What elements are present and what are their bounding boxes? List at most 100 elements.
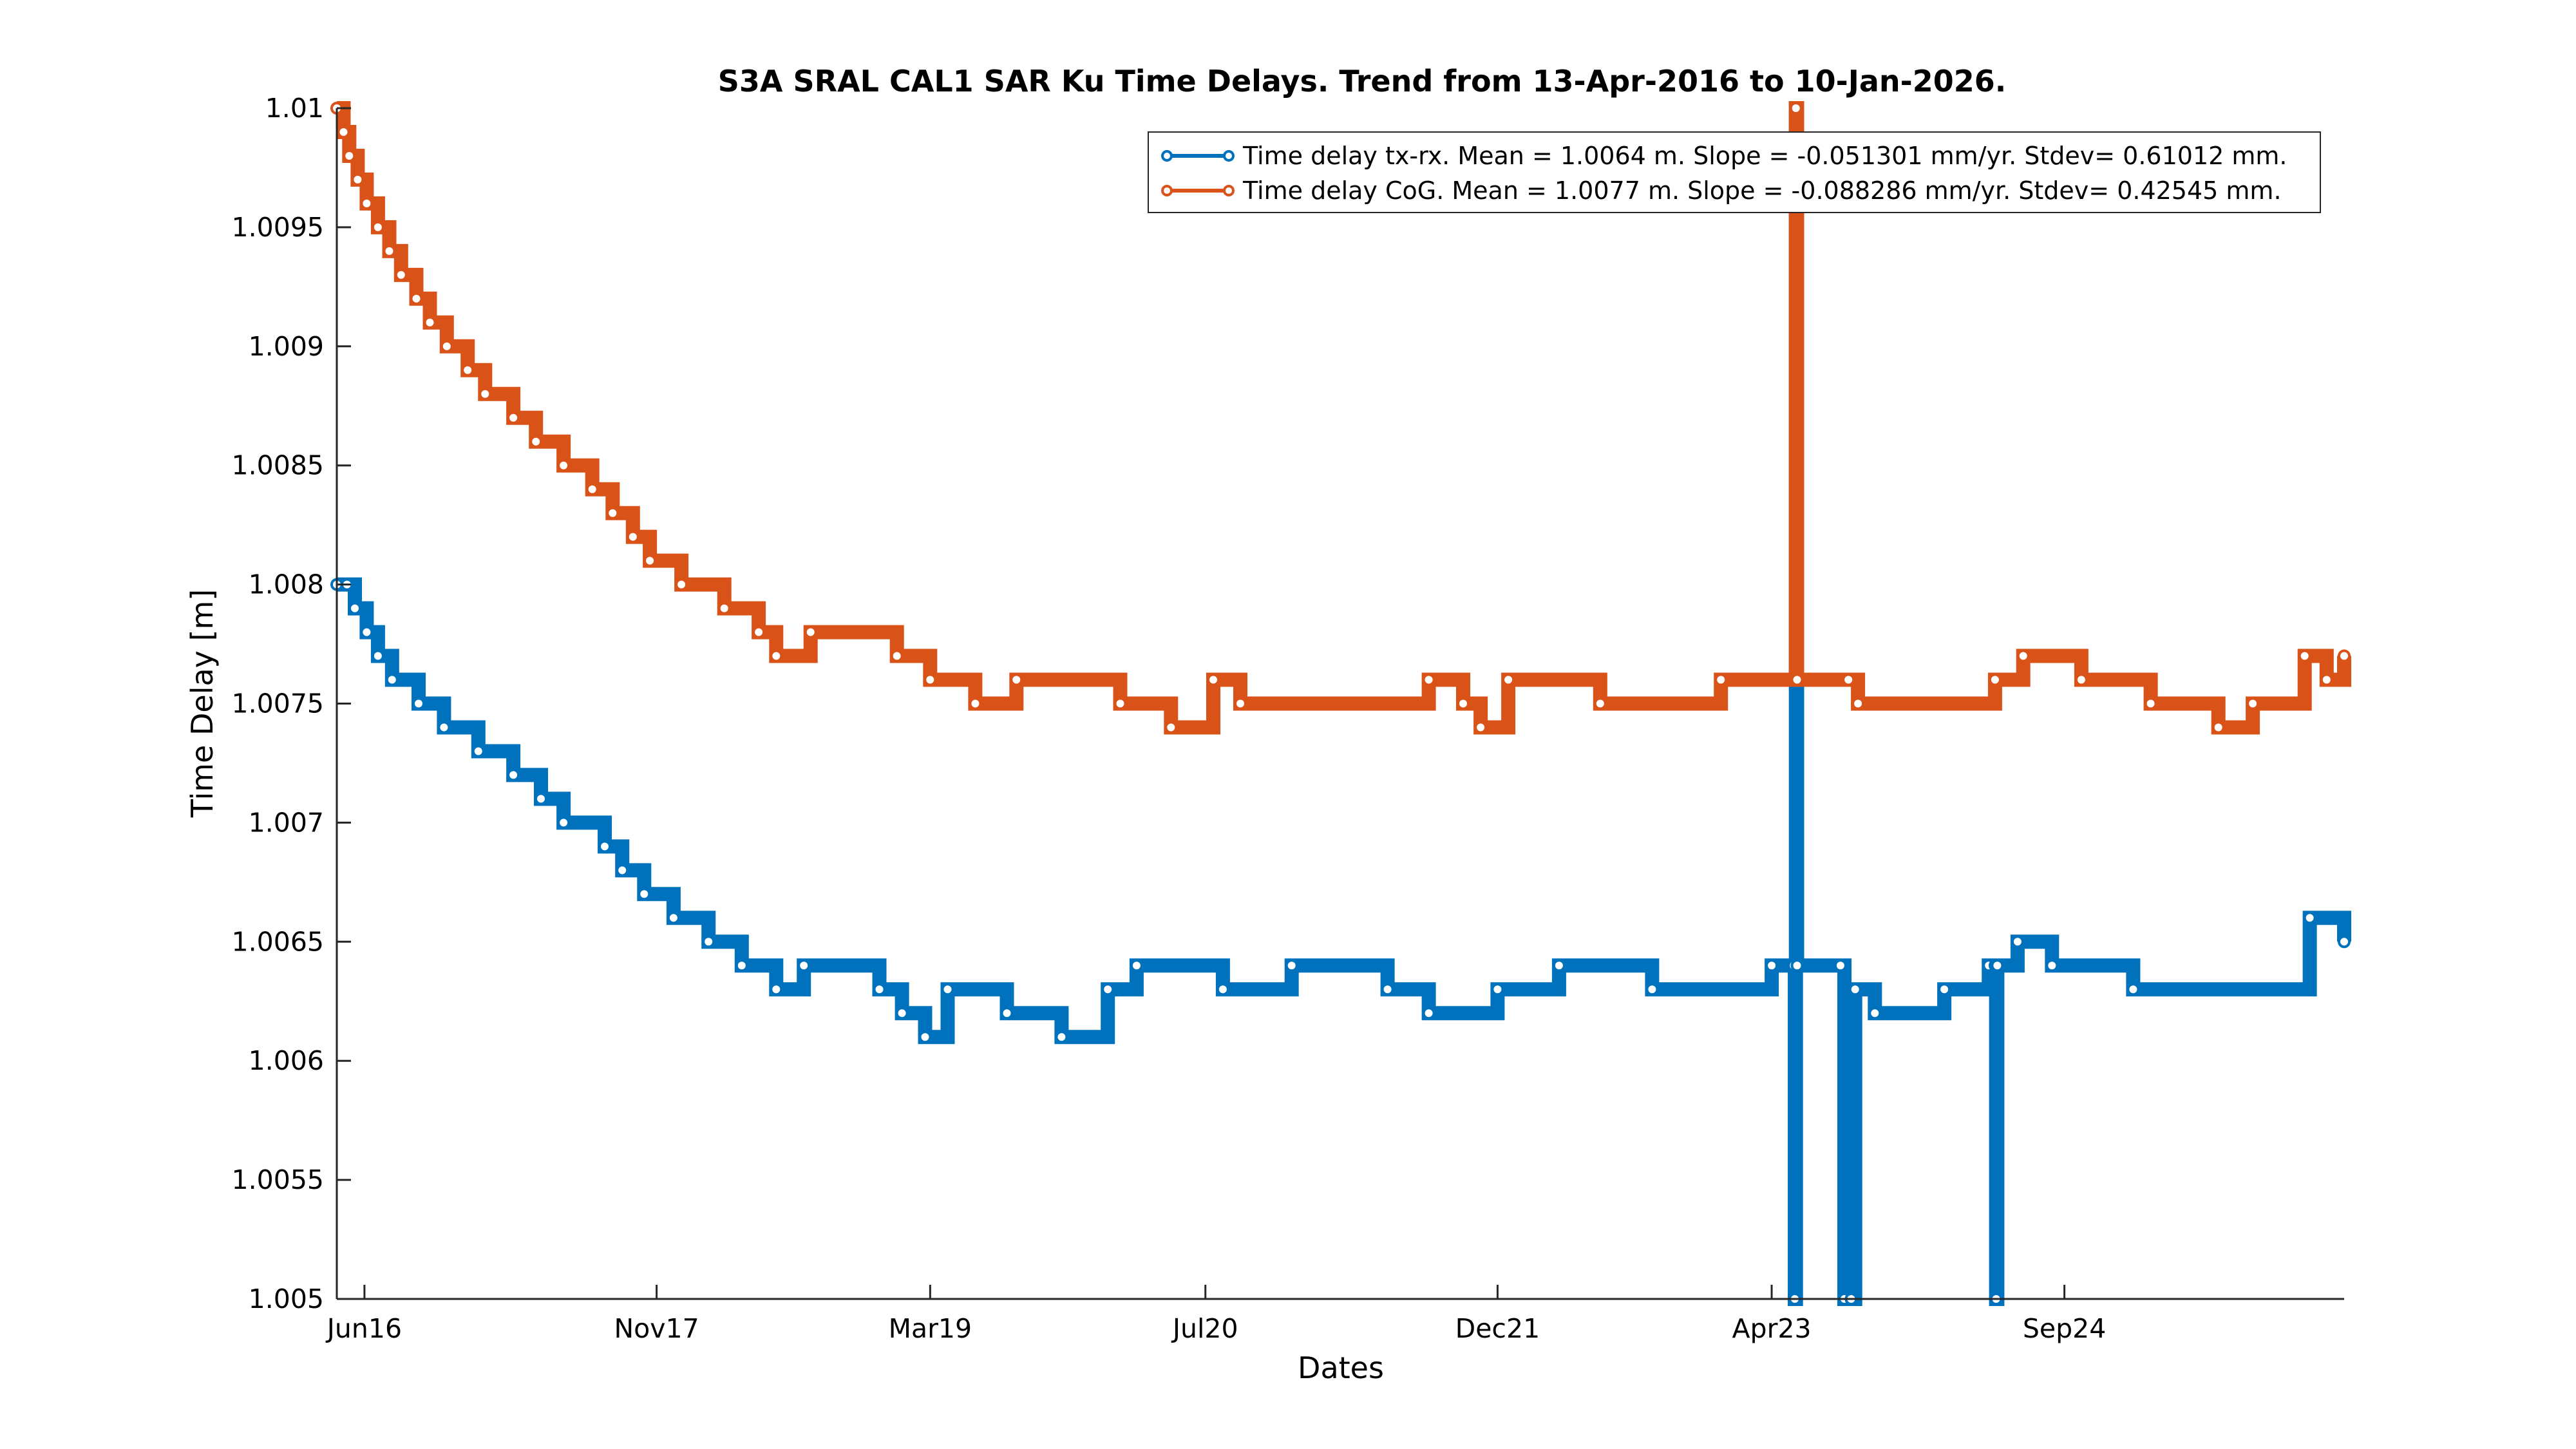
x-tick-label: Nov17 [614, 1313, 699, 1344]
y-tick-label: 1.0065 [232, 926, 324, 957]
data-point [529, 435, 543, 448]
legend-marker-tx-rx-end [1223, 150, 1235, 162]
data-point [394, 268, 408, 281]
y-tick-label: 1.0075 [232, 688, 324, 719]
legend-label-tx-rx: Time delay tx-rx. Mean = 1.0064 m. Slope… [1242, 142, 2287, 170]
data-point [1285, 959, 1298, 972]
data-point [1113, 697, 1127, 710]
data-point [1991, 959, 2004, 972]
data-point [360, 625, 374, 639]
data-point [895, 1007, 909, 1020]
data-point [1765, 959, 1779, 972]
y-tick-label: 1.008 [249, 569, 324, 600]
data-point [2144, 697, 2157, 710]
data-point [385, 673, 399, 687]
data-point [1000, 1007, 1014, 1020]
series-line-core-1 [337, 106, 2346, 729]
data-point [643, 554, 657, 567]
data-point [471, 744, 485, 758]
data-point [1552, 959, 1566, 972]
data-point [2298, 649, 2311, 663]
data-point [2320, 673, 2333, 687]
x-tick-label: Mar19 [889, 1313, 972, 1344]
data-point [383, 244, 396, 258]
data-point [1491, 983, 1504, 996]
data-point [2338, 935, 2351, 949]
data-point [1790, 959, 1804, 972]
data-point [1852, 697, 1865, 710]
data-point [616, 864, 629, 877]
data-point [1848, 983, 1862, 996]
data-point [735, 959, 748, 972]
x-tick-label: Dec21 [1455, 1313, 1540, 1344]
data-point [351, 173, 365, 186]
data-point [1164, 721, 1178, 734]
y-tick-label: 1.007 [249, 807, 324, 838]
data-point [585, 482, 599, 496]
data-point [1207, 673, 1220, 687]
y-tick-label: 1.0095 [232, 212, 324, 243]
data-point [557, 459, 571, 472]
y-tick-label: 1.0085 [232, 450, 324, 481]
data-point [2074, 673, 2088, 687]
data-point [804, 625, 817, 639]
data-point [371, 220, 384, 234]
plot-area [330, 101, 2351, 1306]
y-axis-label: Time Delay [m] [185, 589, 220, 818]
data-point [1789, 102, 1803, 115]
data-point [507, 411, 520, 424]
data-point [797, 959, 811, 972]
data-point [557, 816, 571, 829]
legend-marker-cog-end [1223, 185, 1235, 196]
data-point [2303, 911, 2316, 925]
legend-box [1148, 131, 2321, 213]
data-point [1216, 983, 1229, 996]
data-point [461, 363, 475, 377]
data-point [1010, 673, 1023, 687]
data-point [675, 578, 688, 591]
data-point [1593, 697, 1607, 710]
data-point [918, 1030, 932, 1044]
y-tick-label: 1.006 [249, 1045, 324, 1076]
x-ticks: Jun16 Nov17 Mar19 Jul20 Dec21 Apr23 Sep24 [325, 1285, 2106, 1344]
data-point [1833, 959, 1847, 972]
data-point [890, 649, 904, 663]
data-point [1502, 673, 1515, 687]
data-point [1381, 983, 1394, 996]
data-point [1790, 673, 1804, 687]
data-point [2211, 721, 2225, 734]
data-point [2338, 649, 2351, 663]
legend-marker-tx-rx [1161, 150, 1173, 162]
data-point [2016, 649, 2030, 663]
data-point [626, 530, 639, 544]
data-point [1868, 1007, 1882, 1020]
data-point [1055, 1030, 1068, 1044]
x-tick-label: Jul20 [1171, 1313, 1238, 1344]
data-point [1474, 721, 1488, 734]
data-point [2045, 959, 2059, 972]
data-point [535, 792, 547, 806]
y-tick-label: 1.01 [265, 93, 324, 124]
data-point [2246, 697, 2260, 710]
data-point [348, 601, 361, 615]
data-point [873, 983, 886, 996]
data-point [1422, 1007, 1435, 1020]
data-point [638, 887, 651, 901]
data-point [1938, 983, 1951, 996]
legend: Time delay tx-rx. Mean = 1.0064 m. Slope… [1148, 131, 2321, 213]
data-point [717, 601, 731, 615]
data-point [2011, 935, 2024, 949]
data-point [371, 649, 384, 663]
y-tick-label: 1.005 [249, 1283, 324, 1314]
data-point [412, 697, 425, 710]
data-point [770, 983, 783, 996]
y-tick-label: 1.009 [249, 331, 324, 362]
data-point [440, 339, 453, 353]
data-point [478, 387, 492, 401]
data-point [1234, 697, 1247, 710]
data-point [1988, 673, 2002, 687]
x-tick-label: Sep24 [2023, 1313, 2106, 1344]
data-point [1130, 959, 1143, 972]
